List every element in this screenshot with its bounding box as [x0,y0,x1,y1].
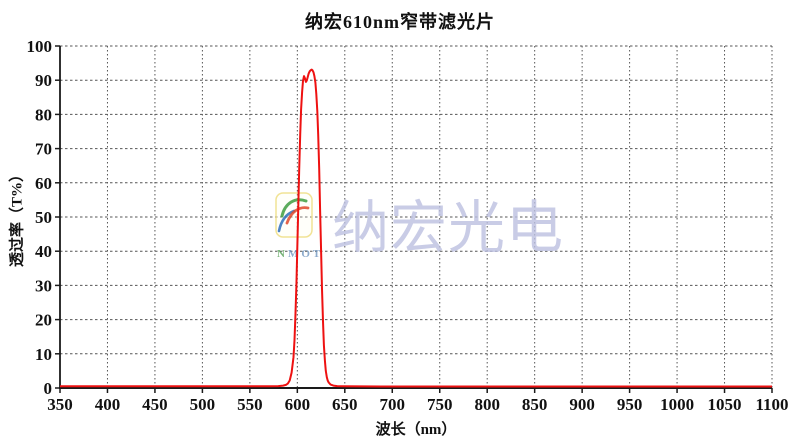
x-tick-label: 600 [285,395,311,414]
y-tick-label: 50 [35,208,52,227]
watermark-brand-text: 纳宏光电 [332,197,564,260]
x-tick-label: 1000 [660,395,694,414]
y-tick-label: 60 [35,174,52,193]
x-tick-label: 700 [380,395,406,414]
x-tick-label: 350 [47,395,73,414]
x-tick-label: 850 [522,395,548,414]
y-tick-label: 70 [35,140,52,159]
y-tick-label: 90 [35,71,52,90]
transmission-curve [60,68,772,388]
x-tick-label: 650 [332,395,358,414]
y-tick-label: 40 [35,242,52,261]
x-tick-label: 1100 [755,395,788,414]
x-tick-label: 1050 [708,395,742,414]
x-tick-label: 500 [190,395,216,414]
y-tick-label: 80 [35,105,52,124]
x-tick-label: 750 [427,395,453,414]
x-tick-label: 900 [569,395,595,414]
nmot-logo-icon [285,206,310,225]
x-tick-label: 950 [617,395,643,414]
y-tick-label: 0 [44,379,53,398]
y-tick-label: 100 [27,37,53,56]
x-tick-label: 450 [142,395,168,414]
y-tick-label: 30 [35,276,52,295]
x-tick-label: 400 [95,395,121,414]
x-tick-label: 800 [474,395,500,414]
x-tick-label: 550 [237,395,263,414]
watermark-logo-text: NMOT [277,248,323,260]
y-tick-label: 20 [35,311,52,330]
watermark-logo-box [275,192,313,238]
y-tick-label: 10 [35,345,52,364]
x-axis-label: 波长（nm） [375,422,457,438]
chart-title: 纳宏610nm窄带滤光片 [304,12,495,32]
nmot-logo-icon [280,198,308,218]
